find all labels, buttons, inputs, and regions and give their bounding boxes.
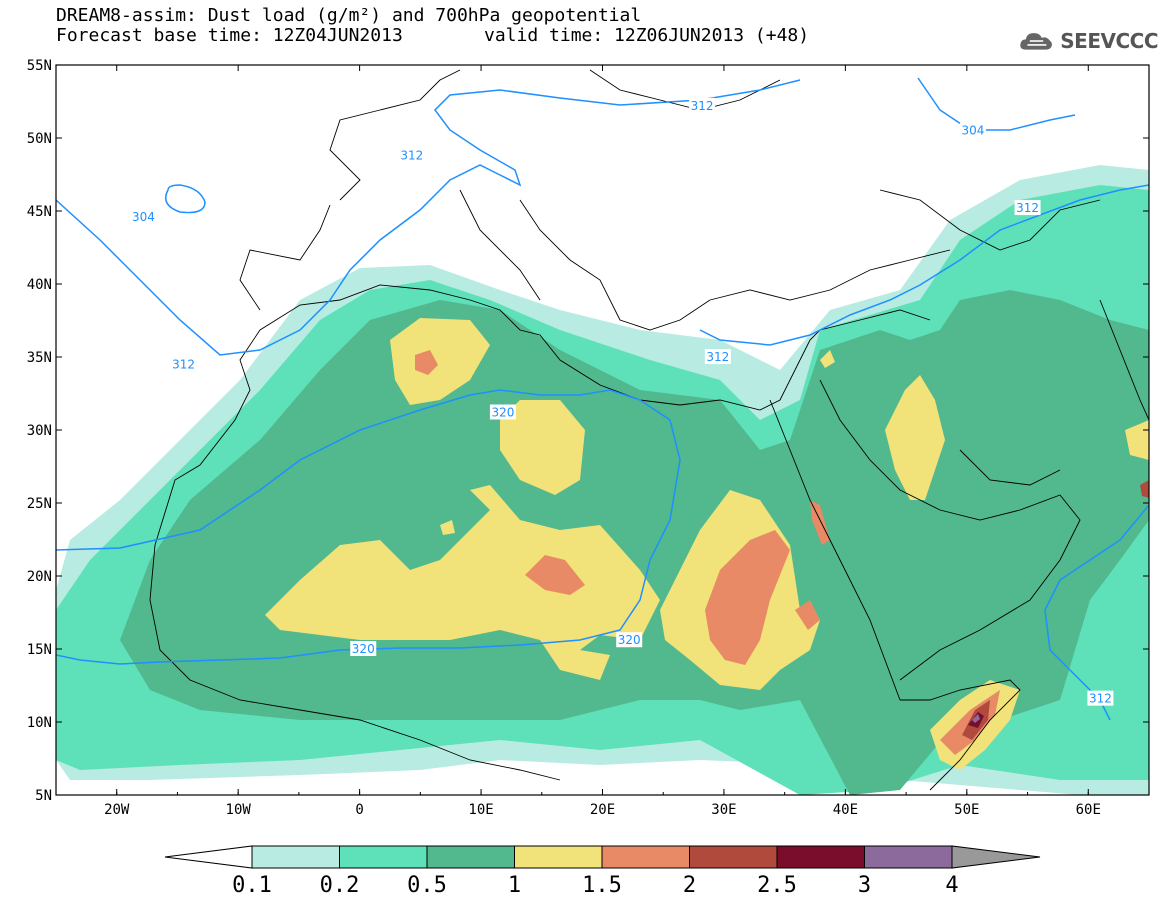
contour-label: 320 (352, 642, 375, 656)
dust-level-0.5 (120, 290, 1149, 795)
colorbar-segment (426, 845, 515, 869)
dust-field (56, 65, 1149, 795)
lon-tick-label: 20E (590, 802, 615, 818)
contour-label: 312 (1089, 692, 1112, 706)
lon-tick-label: 10W (226, 802, 252, 818)
contour-label-bg (616, 632, 643, 648)
lat-tick-label: 50N (27, 131, 52, 147)
lon-tick-label: 60E (1076, 802, 1101, 818)
contour-label-bg (170, 356, 197, 372)
lat-tick-label: 15N (27, 642, 52, 658)
contour-label: 312 (400, 149, 423, 163)
contour-labels: 304 312 312 312 304 312 312 320 320 320 312 (130, 97, 1114, 706)
forecast-base-time: Forecast base time: 12Z04JUN2013 (56, 25, 403, 46)
lat-tick-label: 30N (27, 423, 52, 439)
contour-label: 304 (132, 210, 155, 224)
logo: SEEVCCC (1018, 26, 1158, 56)
lon-tick-label: 40E (833, 802, 858, 818)
contour-label-bg (689, 97, 716, 113)
colorbar-segment (339, 845, 428, 869)
dust-level-3 (972, 714, 980, 723)
colorbar-label: 2 (683, 873, 696, 898)
lat-tick-label: 40N (27, 277, 52, 293)
latitude-axis: 55N 50N 45N 40N 35N 30N 25N 20N 15N 10N 5N (27, 58, 1149, 804)
contour-label: 320 (618, 633, 641, 647)
colorbar-segment (514, 845, 603, 869)
colorbar-segment (251, 845, 340, 869)
colorbar-over-arrow (951, 845, 1041, 869)
lat-tick-label: 45N (27, 204, 52, 220)
colorbar-label: 0.5 (407, 873, 447, 898)
lon-tick-label: 20W (104, 802, 130, 818)
contour-label: 312 (706, 350, 729, 364)
colorbar-label: 1.5 (582, 873, 622, 898)
lat-tick-label: 25N (27, 496, 52, 512)
colorbar-segment (864, 845, 953, 869)
contour-label: 320 (491, 405, 514, 419)
contour-label-bg (1014, 200, 1041, 216)
logo-text: SEEVCCC (1060, 29, 1158, 53)
colorbar-label: 1 (508, 873, 521, 898)
contour-label: 304 (961, 124, 984, 138)
contour-label: 312 (1016, 201, 1039, 215)
lon-tick-label: 0 (355, 802, 363, 818)
colorbar-segment (601, 845, 690, 869)
lat-tick-label: 5N (35, 788, 52, 804)
lat-tick-label: 10N (27, 715, 52, 731)
map-title: DREAM8-assim: Dust load (g/m²) and 700hP… (56, 5, 642, 26)
contour-label-bg (959, 122, 986, 138)
geopotential-contours (56, 77, 1149, 721)
colorbar-label: 0.1 (232, 873, 272, 898)
contour-label-bg (398, 147, 425, 163)
contour-label: 312 (691, 99, 714, 113)
colorbar-segment (689, 845, 778, 869)
contour-label-bg (704, 349, 731, 364)
lat-tick-label: 55N (27, 58, 52, 74)
lon-tick-label: 50E (954, 802, 979, 818)
lat-tick-label: 20N (27, 569, 52, 585)
lat-tick-label: 35N (27, 350, 52, 366)
lon-tick-label: 10E (468, 802, 493, 818)
colorbar-label: 2.5 (757, 873, 797, 898)
contour-label-bg (1087, 690, 1114, 706)
contour-label-bg (489, 404, 516, 420)
colorbar-label: 4 (945, 873, 958, 898)
contour-label-bg (130, 208, 157, 224)
colorbar: 0.1 0.2 0.5 1 1.5 2 2.5 3 4 (164, 845, 1041, 898)
longitude-axis: 20W 10W 0 10E 20E 30E 40E 50E 60E (55, 65, 1150, 818)
dust-level-2-gulf (1140, 480, 1149, 498)
lon-tick-label: 30E (711, 802, 736, 818)
colorbar-label: 3 (858, 873, 871, 898)
coastlines (149, 69, 1149, 791)
contour-label: 312 (172, 357, 195, 371)
contour-label-bg (350, 641, 377, 656)
colorbar-segment (776, 845, 865, 869)
valid-time: valid time: 12Z06JUN2013 (+48) (484, 25, 810, 46)
colorbar-label: 0.2 (320, 873, 360, 898)
colorbar-under-arrow (164, 845, 253, 869)
cloud-icon (1020, 33, 1052, 50)
